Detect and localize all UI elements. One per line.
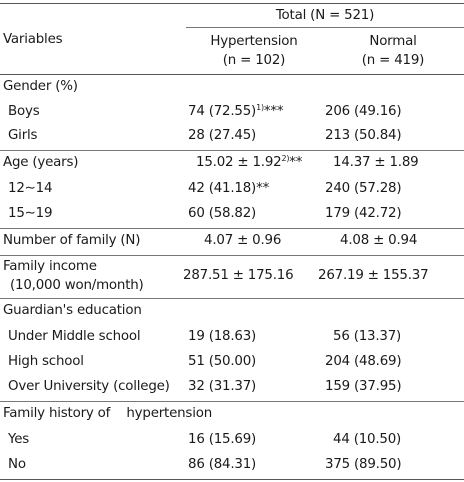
boys-normal-value: 206 (49.16) bbox=[325, 104, 402, 119]
gender-label: Gender (%) bbox=[3, 79, 78, 94]
family-number-hypertension-value: 4.07 ± 0.96 bbox=[204, 233, 282, 248]
header-total: Total (N = 521) bbox=[275, 8, 375, 23]
header-variables: Variables bbox=[3, 32, 63, 47]
edu-high-label: High school bbox=[8, 354, 84, 369]
age-15-19-label: 15∼19 bbox=[8, 206, 53, 221]
no-hypertension-value: 86 (84.31) bbox=[188, 457, 257, 472]
girls-normal-value: 213 (50.84) bbox=[325, 128, 402, 143]
significance-mark: ** bbox=[289, 155, 303, 170]
girls-hypertension-value: 28 (27.45) bbox=[188, 128, 257, 143]
header-hypertension-n: (n = 102) bbox=[222, 53, 286, 68]
family-income-hypertension-value: 287.51 ± 175.16 bbox=[183, 268, 294, 283]
top-rule bbox=[0, 3, 464, 4]
rule-after-income bbox=[0, 298, 464, 299]
family-number-normal-value: 4.08 ± 0.94 bbox=[340, 233, 418, 248]
age-label: Age (years) bbox=[3, 155, 79, 170]
girls-label: Girls bbox=[8, 128, 38, 143]
header-normal-n: (n = 419) bbox=[361, 53, 425, 68]
family-number-label: Number of family (N) bbox=[3, 233, 141, 248]
family-income-label: Family income bbox=[3, 259, 97, 274]
boys-label: Boys bbox=[8, 104, 40, 119]
family-history-label: Family history of hypertension bbox=[3, 406, 212, 421]
age-hypertension-value: 15.02 ± 1.92 bbox=[196, 155, 282, 170]
yes-hypertension-value: 16 (15.69) bbox=[188, 432, 257, 447]
rule-after-family-number bbox=[0, 255, 464, 256]
no-label: No bbox=[8, 457, 26, 472]
edu-university-normal-value: 159 (37.95) bbox=[325, 379, 402, 394]
edu-middle-hypertension-value: 19 (18.63) bbox=[188, 329, 257, 344]
total-underline bbox=[186, 27, 464, 28]
no-normal-value: 375 (89.50) bbox=[325, 457, 402, 472]
boys-hypertension-cell: 74 (72.55)1)*** bbox=[188, 103, 284, 120]
edu-middle-normal-value: 56 (13.37) bbox=[333, 329, 402, 344]
family-income-unit: (10,000 won/month) bbox=[10, 278, 144, 293]
age-15-19-normal-value: 179 (42.72) bbox=[325, 206, 402, 221]
edu-middle-label: Under Middle school bbox=[8, 329, 141, 344]
age-normal-value: 14.37 ± 1.89 bbox=[333, 155, 419, 170]
yes-normal-value: 44 (10.50) bbox=[333, 432, 402, 447]
significance-mark: *** bbox=[263, 104, 284, 119]
edu-high-hypertension-value: 51 (50.00) bbox=[188, 354, 257, 369]
footnote-mark: 1) bbox=[256, 103, 264, 112]
age-12-14-label: 12∼14 bbox=[8, 181, 53, 196]
footnote-mark: 2) bbox=[281, 154, 290, 163]
edu-university-label: Over University (college) bbox=[8, 379, 170, 394]
age-12-14-normal-value: 240 (57.28) bbox=[325, 181, 402, 196]
rule-after-education bbox=[0, 401, 464, 402]
rule-after-age bbox=[0, 228, 464, 229]
rule-after-gender bbox=[0, 150, 464, 151]
header-bottom-rule bbox=[0, 74, 464, 75]
guardian-education-label: Guardian's education bbox=[3, 303, 142, 318]
boys-hypertension-value: 74 (72.55) bbox=[188, 104, 257, 119]
edu-university-hypertension-value: 32 (31.37) bbox=[188, 379, 257, 394]
yes-label: Yes bbox=[8, 432, 30, 447]
age-12-14-hypertension-value: 42 (41.18)** bbox=[188, 181, 270, 196]
edu-high-normal-value: 204 (48.69) bbox=[325, 354, 402, 369]
age-15-19-hypertension-value: 60 (58.82) bbox=[188, 206, 257, 221]
bottom-rule bbox=[0, 479, 464, 480]
family-income-normal-value: 267.19 ± 155.37 bbox=[318, 268, 429, 283]
header-normal: Normal bbox=[369, 34, 417, 49]
age-hypertension-cell: 15.02 ± 1.922)** bbox=[196, 155, 302, 171]
header-hypertension: Hypertension bbox=[210, 34, 298, 49]
